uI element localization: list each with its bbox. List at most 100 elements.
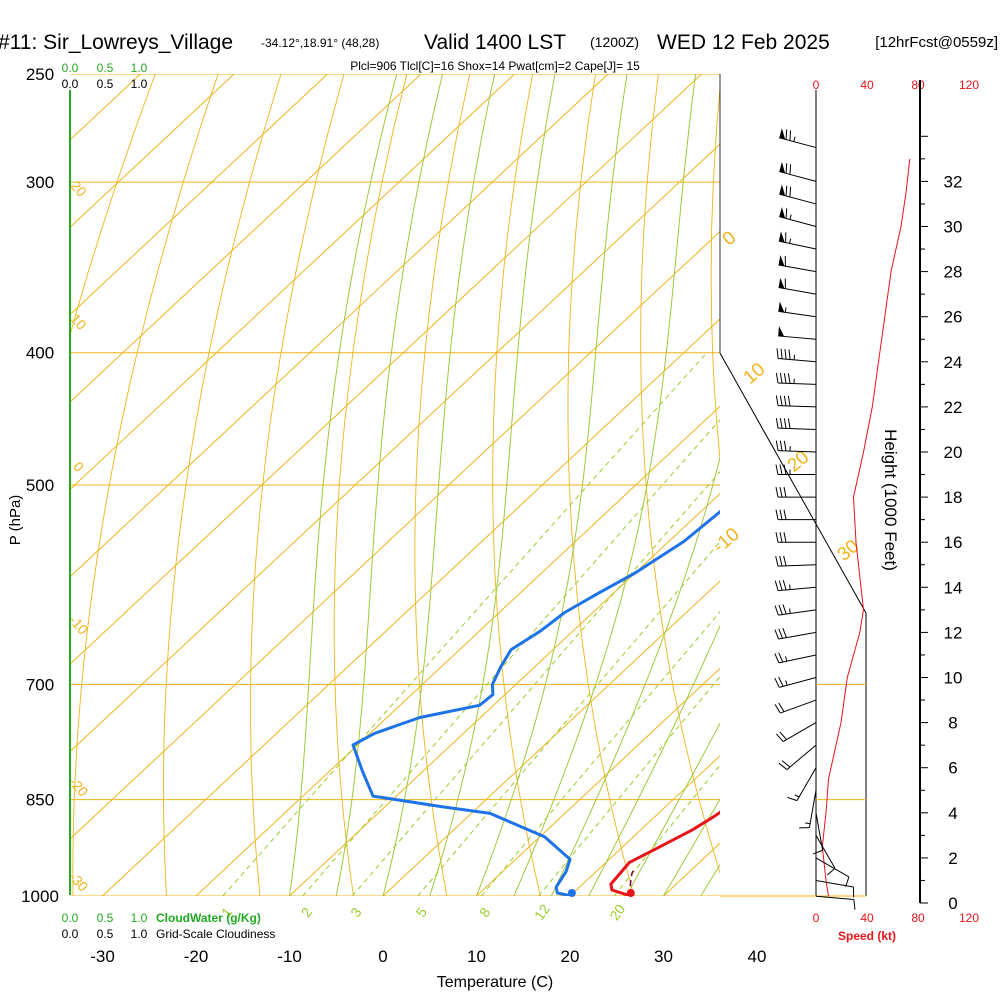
barb-shaft (779, 216, 817, 227)
barb-feather (783, 532, 787, 543)
barb-feather (783, 509, 787, 520)
moist-adiabat-line (382, 74, 496, 896)
barb-pennant (778, 231, 785, 243)
wind-barb (778, 231, 817, 250)
wind-barb (778, 277, 817, 295)
surface-temperature-dot (626, 889, 635, 897)
height-tick-label: 16 (944, 533, 963, 552)
barb-feather (778, 604, 783, 615)
barb-feather (779, 731, 787, 740)
wind-barb (774, 579, 817, 592)
barb-feather (774, 653, 780, 664)
wind-barb (815, 879, 855, 898)
cloudiness-tick-label: 0.0 (62, 77, 79, 91)
barb-shaft (778, 450, 817, 453)
barb-shaft (815, 895, 854, 901)
temperature-curve (609, 810, 720, 896)
mixing-ratio-line (613, 764, 720, 896)
barb-shaft (779, 137, 817, 149)
barb-feather (845, 876, 850, 887)
dry-adiabat-line (333, 74, 408, 896)
height-tick-label: 24 (944, 353, 963, 372)
mixing-ratio-line (538, 675, 720, 896)
barb-feather (774, 704, 781, 714)
barb-shaft (780, 699, 817, 714)
temperature-tick-label: 40 (748, 947, 767, 966)
panel-slant-line (719, 352, 867, 614)
barb-pennant (779, 184, 786, 196)
cloud-water-tick-label: 0.0 (62, 911, 79, 925)
temperature-axis: -30 -20 -10 0 10 20 30 40 (90, 947, 766, 966)
wind-barb (775, 395, 817, 408)
dry-adiabat-line (846, 74, 1000, 896)
barb-feather (812, 849, 823, 855)
cloudiness-tick-label: 0.5 (97, 927, 114, 941)
mixing-ratio-label: 8 (476, 904, 494, 920)
isotherm-line (851, 74, 1000, 896)
barb-feather (775, 487, 779, 498)
wind-barb (812, 812, 824, 855)
wind-barb (779, 161, 817, 182)
barb-shaft (782, 722, 817, 743)
barb-shaft (779, 171, 817, 182)
wind-barb (778, 301, 817, 318)
height-tick-label: 30 (944, 218, 963, 237)
data-curves (351, 509, 720, 896)
dry-adiabat-line (163, 74, 282, 896)
cloudiness-tick-label: 1.0 (131, 927, 148, 941)
valid-time: Valid 1400 LST (424, 31, 566, 54)
pressure-tick-label: 700 (26, 676, 54, 695)
pressure-axis: 250 300 400 500 700 850 1000 (21, 65, 59, 906)
cloudiness-scale-bottom: 0.0 0.5 1.0 (62, 927, 148, 941)
barb-half-feather (789, 214, 792, 220)
wind-barb (779, 207, 817, 227)
barb-feather (774, 580, 779, 591)
mixing-ratio-label: 12 (531, 901, 553, 923)
surface-dewpoint-dot (567, 889, 576, 897)
cloudiness-scale-top: 0.0 0.5 1.0 (62, 77, 148, 91)
speed-tick-label-top: 40 (860, 78, 874, 92)
barb-shaft (815, 812, 824, 851)
barb-feather (785, 208, 788, 219)
barb-pennant (779, 161, 786, 174)
moist-adiabat-line (289, 74, 398, 896)
barb-feather (787, 418, 791, 429)
barb-shaft (779, 677, 817, 688)
barb-feather (774, 677, 780, 688)
isotherm-label: 10 (740, 359, 770, 389)
barb-feather (785, 185, 788, 196)
barb-half-feather (785, 656, 788, 662)
pressure-tick-label: 500 (26, 476, 54, 495)
barb-feather (787, 373, 791, 384)
height-tick-label: 26 (944, 308, 963, 327)
barb-half-feather (789, 608, 791, 614)
mixing-ratio-line (302, 419, 720, 896)
cloud-water-scale-top: 0.0 0.5 1.0 (62, 61, 148, 75)
dry-adiabat-line (567, 74, 635, 896)
barb-feather (775, 733, 784, 742)
height-tick-label: 12 (944, 623, 963, 642)
dry-adiabat-line (250, 74, 345, 896)
barb-shaft (778, 264, 817, 273)
barb-feather (783, 487, 787, 498)
surface-markers (567, 889, 635, 897)
valid-date: WED 12 Feb 2025 (657, 31, 830, 54)
speed-tick-label-top: 0 (813, 78, 820, 92)
barb-feather (774, 605, 779, 616)
wind-barb (774, 652, 817, 664)
pressure-tick-label: 300 (26, 173, 54, 192)
height-tick-label: 28 (944, 263, 963, 282)
barb-feather (775, 440, 779, 451)
height-tick-label: 0 (948, 894, 957, 913)
wind-barb (775, 555, 817, 567)
isotherm-line (70, 143, 720, 753)
station-title: #11: Sir_Lowreys_Village (0, 31, 233, 54)
wind-barb (775, 487, 816, 498)
dry-adiabat-line (70, 74, 156, 337)
height-axis-label: Height (1000 Feet) (881, 429, 900, 571)
barb-feather (778, 580, 783, 591)
speed-tick-label-bottom: 40 (860, 911, 874, 925)
wind-barb (775, 532, 816, 543)
barb-pennant (778, 277, 785, 289)
isotherm-line (289, 492, 720, 896)
